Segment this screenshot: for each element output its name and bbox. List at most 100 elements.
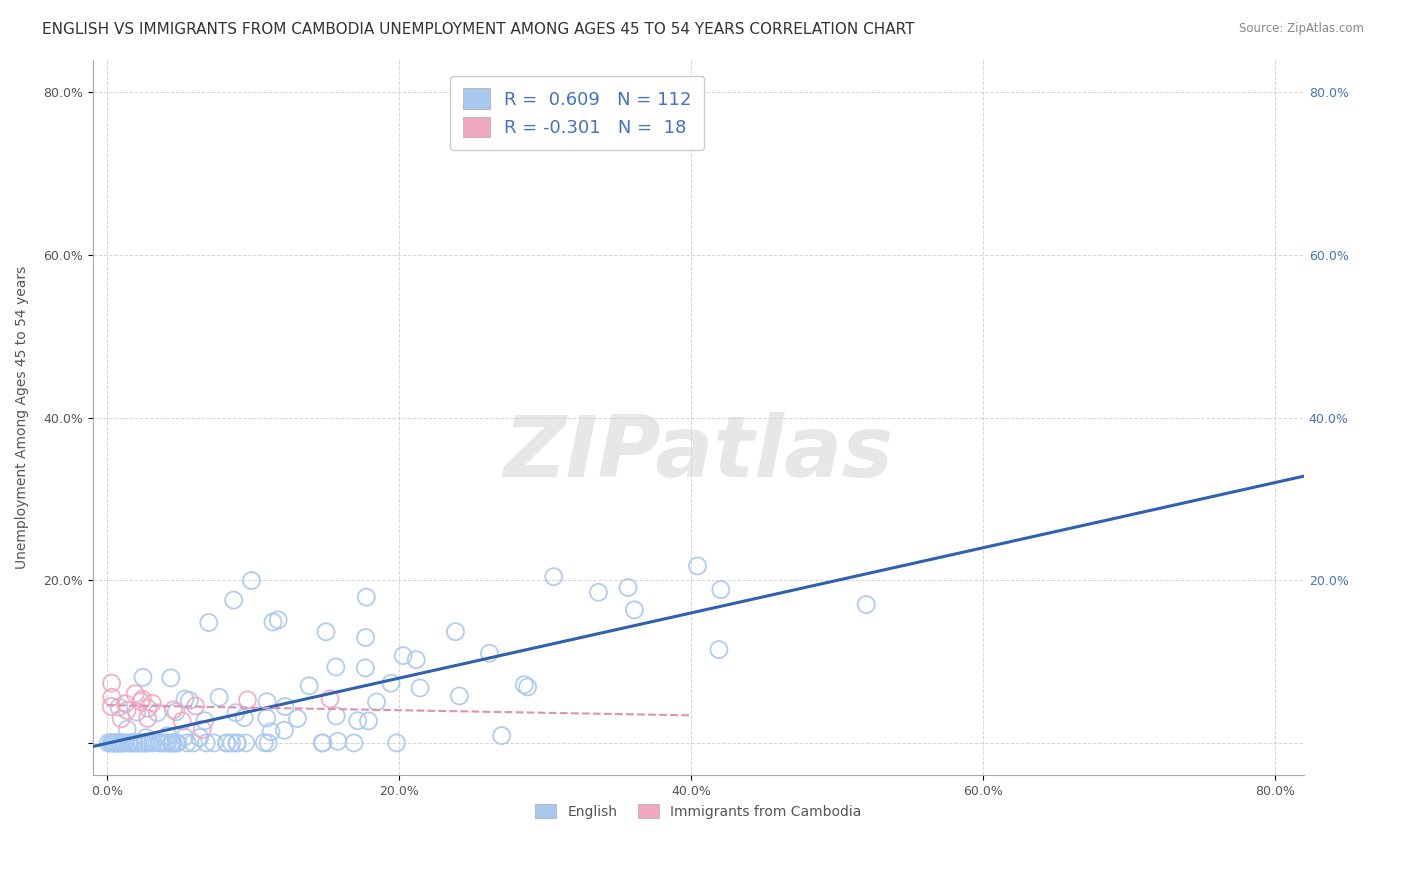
Point [194, 714, 217, 728]
Point [100, 676, 122, 690]
Point [136, 711, 159, 725]
Point [707, 642, 730, 657]
Point [165, 736, 187, 750]
Point [366, 695, 388, 709]
Point [617, 581, 640, 595]
Point [138, 736, 160, 750]
Point [855, 598, 877, 612]
Point [273, 723, 295, 738]
Point [100, 736, 122, 750]
Point [356, 590, 378, 604]
Text: Source: ZipAtlas.com: Source: ZipAtlas.com [1239, 22, 1364, 36]
Point [208, 690, 231, 705]
Point [172, 714, 194, 728]
Point [114, 736, 136, 750]
Point [110, 736, 132, 750]
Point [156, 736, 179, 750]
Point [198, 615, 221, 630]
Point [183, 736, 205, 750]
Point [225, 706, 247, 720]
Point [184, 698, 207, 713]
Point [100, 736, 122, 750]
Point [115, 703, 138, 717]
Point [124, 687, 146, 701]
Point [107, 736, 129, 750]
Text: ZIPatlas: ZIPatlas [503, 412, 893, 495]
Point [162, 736, 184, 750]
Point [343, 736, 366, 750]
Point [179, 693, 201, 707]
Point [110, 736, 132, 750]
Point [319, 692, 342, 706]
Point [312, 736, 335, 750]
Point [191, 723, 214, 737]
Point [256, 711, 278, 725]
Point [346, 714, 368, 728]
Point [710, 582, 733, 597]
Point [118, 736, 141, 750]
Point [108, 700, 131, 714]
Point [226, 736, 249, 750]
Point [110, 736, 132, 750]
Point [104, 736, 127, 750]
Point [325, 709, 347, 723]
Point [107, 736, 129, 750]
Point [118, 736, 141, 750]
Point [162, 736, 184, 750]
Point [380, 676, 402, 690]
Point [444, 624, 467, 639]
Point [267, 613, 290, 627]
Point [149, 736, 172, 750]
Point [326, 734, 349, 748]
Point [141, 696, 163, 710]
Point [142, 736, 165, 750]
Point [135, 736, 157, 750]
Point [166, 736, 188, 750]
Point [174, 692, 197, 706]
Point [262, 615, 284, 629]
Point [491, 729, 513, 743]
Point [287, 712, 309, 726]
Point [104, 736, 127, 750]
Point [253, 736, 276, 750]
Point [202, 736, 225, 750]
Point [357, 714, 380, 728]
Point [405, 653, 427, 667]
Point [156, 736, 179, 750]
Point [325, 660, 347, 674]
Point [686, 558, 709, 573]
Y-axis label: Unemployment Among Ages 45 to 54 years: Unemployment Among Ages 45 to 54 years [15, 266, 30, 569]
Point [623, 603, 645, 617]
Point [129, 736, 152, 750]
Point [101, 736, 124, 750]
Point [274, 699, 297, 714]
Point [159, 736, 181, 750]
Point [188, 731, 211, 745]
Point [131, 692, 153, 706]
Text: ENGLISH VS IMMIGRANTS FROM CAMBODIA UNEMPLOYMENT AMONG AGES 45 TO 54 YEARS CORRE: ENGLISH VS IMMIGRANTS FROM CAMBODIA UNEM… [42, 22, 915, 37]
Point [153, 736, 176, 750]
Point [260, 724, 283, 739]
Point [136, 701, 159, 715]
Point [516, 680, 538, 694]
Point [240, 574, 263, 588]
Legend: English, Immigrants from Cambodia: English, Immigrants from Cambodia [529, 797, 869, 826]
Point [162, 736, 184, 750]
Point [311, 736, 333, 750]
Point [103, 736, 125, 750]
Point [233, 710, 256, 724]
Point [385, 736, 408, 750]
Point [235, 736, 257, 750]
Point [315, 624, 337, 639]
Point [298, 679, 321, 693]
Point [100, 699, 122, 714]
Point [195, 736, 218, 750]
Point [125, 705, 148, 719]
Point [215, 736, 238, 750]
Point [162, 703, 184, 717]
Point [125, 736, 148, 750]
Point [225, 736, 247, 750]
Point [156, 729, 179, 743]
Point [112, 736, 135, 750]
Point [115, 723, 138, 737]
